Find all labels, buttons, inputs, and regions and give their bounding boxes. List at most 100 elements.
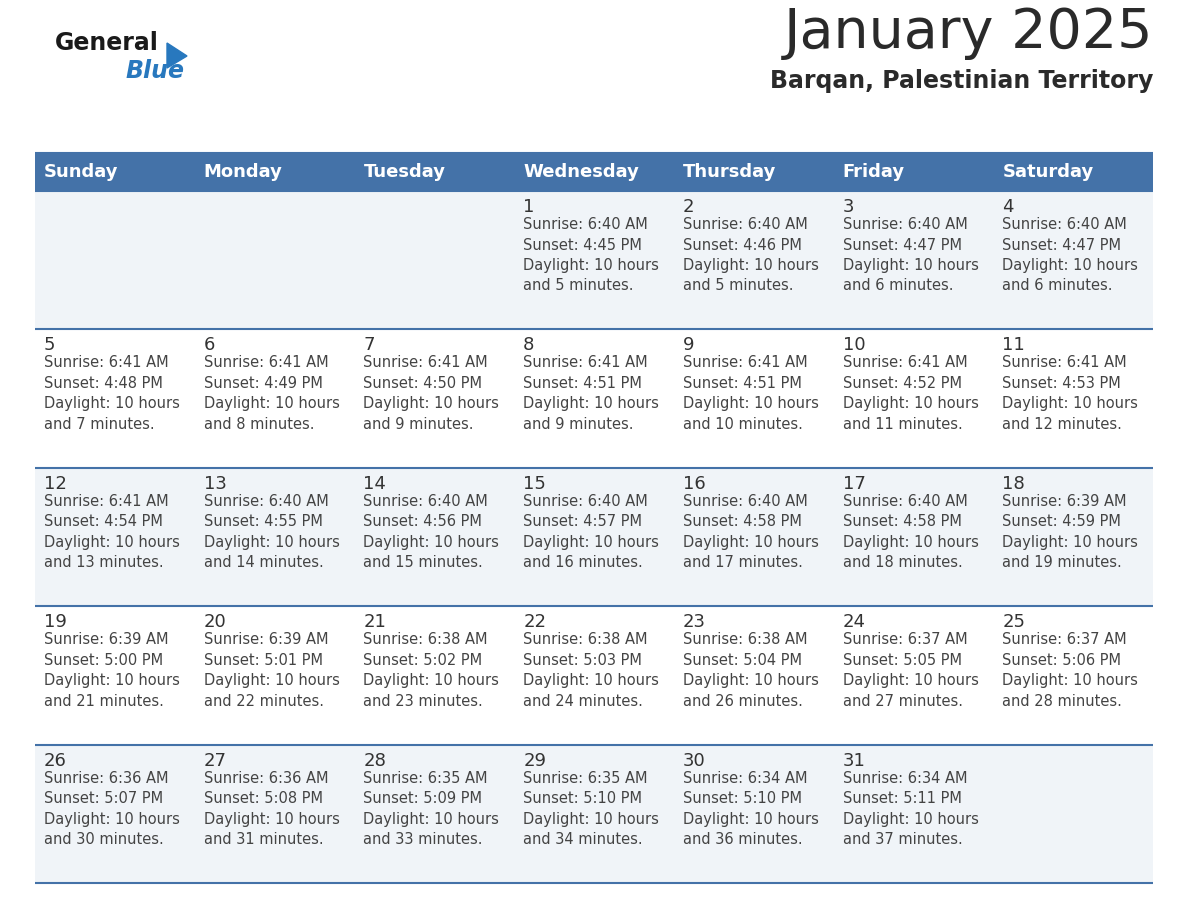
Text: Daylight: 10 hours: Daylight: 10 hours xyxy=(1003,258,1138,273)
Text: Sunset: 4:53 PM: Sunset: 4:53 PM xyxy=(1003,375,1121,391)
Text: Daylight: 10 hours: Daylight: 10 hours xyxy=(683,258,819,273)
Text: Sunset: 5:07 PM: Sunset: 5:07 PM xyxy=(44,791,163,806)
Text: 27: 27 xyxy=(203,752,227,769)
Text: 30: 30 xyxy=(683,752,706,769)
Text: Sunrise: 6:40 AM: Sunrise: 6:40 AM xyxy=(203,494,328,509)
Bar xyxy=(34,330,1154,468)
Text: Daylight: 10 hours: Daylight: 10 hours xyxy=(523,673,659,688)
Text: Sunset: 4:51 PM: Sunset: 4:51 PM xyxy=(523,375,642,391)
Text: Daylight: 10 hours: Daylight: 10 hours xyxy=(364,673,499,688)
Text: Daylight: 10 hours: Daylight: 10 hours xyxy=(842,258,979,273)
Text: 3: 3 xyxy=(842,198,854,216)
Polygon shape xyxy=(168,43,187,68)
Text: 6: 6 xyxy=(203,336,215,354)
Text: Sunrise: 6:41 AM: Sunrise: 6:41 AM xyxy=(203,355,328,370)
Text: Daylight: 10 hours: Daylight: 10 hours xyxy=(364,397,499,411)
Text: Sunset: 5:06 PM: Sunset: 5:06 PM xyxy=(1003,653,1121,667)
Text: Daylight: 10 hours: Daylight: 10 hours xyxy=(523,258,659,273)
Text: Sunrise: 6:37 AM: Sunrise: 6:37 AM xyxy=(1003,633,1127,647)
Text: General: General xyxy=(55,31,159,55)
Text: Sunset: 5:11 PM: Sunset: 5:11 PM xyxy=(842,791,961,806)
Text: Sunset: 4:47 PM: Sunset: 4:47 PM xyxy=(842,238,961,252)
Text: and 16 minutes.: and 16 minutes. xyxy=(523,555,643,570)
Bar xyxy=(34,191,1154,330)
Text: 2: 2 xyxy=(683,198,694,216)
Text: Daylight: 10 hours: Daylight: 10 hours xyxy=(842,535,979,550)
Text: and 18 minutes.: and 18 minutes. xyxy=(842,555,962,570)
Text: Sunset: 4:51 PM: Sunset: 4:51 PM xyxy=(683,375,802,391)
Text: and 33 minutes.: and 33 minutes. xyxy=(364,832,484,847)
Text: Daylight: 10 hours: Daylight: 10 hours xyxy=(842,812,979,826)
Text: Sunset: 4:45 PM: Sunset: 4:45 PM xyxy=(523,238,642,252)
Text: Sunrise: 6:36 AM: Sunrise: 6:36 AM xyxy=(203,770,328,786)
Text: Daylight: 10 hours: Daylight: 10 hours xyxy=(203,397,340,411)
Text: Sunset: 5:00 PM: Sunset: 5:00 PM xyxy=(44,653,163,667)
Text: and 36 minutes.: and 36 minutes. xyxy=(683,832,802,847)
Text: Sunset: 5:05 PM: Sunset: 5:05 PM xyxy=(842,653,961,667)
Text: and 34 minutes.: and 34 minutes. xyxy=(523,832,643,847)
Text: Wednesday: Wednesday xyxy=(523,163,639,181)
Text: Thursday: Thursday xyxy=(683,163,776,181)
Text: and 7 minutes.: and 7 minutes. xyxy=(44,417,154,431)
Text: Monday: Monday xyxy=(203,163,283,181)
Text: 18: 18 xyxy=(1003,475,1025,493)
Text: and 28 minutes.: and 28 minutes. xyxy=(1003,694,1123,709)
Text: and 9 minutes.: and 9 minutes. xyxy=(523,417,633,431)
Text: and 9 minutes.: and 9 minutes. xyxy=(364,417,474,431)
Text: Sunset: 5:09 PM: Sunset: 5:09 PM xyxy=(364,791,482,806)
Text: 23: 23 xyxy=(683,613,706,632)
Text: Sunrise: 6:38 AM: Sunrise: 6:38 AM xyxy=(683,633,808,647)
Text: and 19 minutes.: and 19 minutes. xyxy=(1003,555,1121,570)
Text: and 17 minutes.: and 17 minutes. xyxy=(683,555,803,570)
Text: Sunrise: 6:35 AM: Sunrise: 6:35 AM xyxy=(364,770,488,786)
Text: Daylight: 10 hours: Daylight: 10 hours xyxy=(842,397,979,411)
Text: 24: 24 xyxy=(842,613,866,632)
Text: 11: 11 xyxy=(1003,336,1025,354)
Text: and 14 minutes.: and 14 minutes. xyxy=(203,555,323,570)
Text: Sunrise: 6:34 AM: Sunrise: 6:34 AM xyxy=(842,770,967,786)
Text: and 37 minutes.: and 37 minutes. xyxy=(842,832,962,847)
Text: Sunset: 5:10 PM: Sunset: 5:10 PM xyxy=(683,791,802,806)
Text: 19: 19 xyxy=(44,613,67,632)
Text: and 30 minutes.: and 30 minutes. xyxy=(44,832,164,847)
Text: Sunrise: 6:40 AM: Sunrise: 6:40 AM xyxy=(683,494,808,509)
Text: and 11 minutes.: and 11 minutes. xyxy=(842,417,962,431)
Text: Sunset: 4:54 PM: Sunset: 4:54 PM xyxy=(44,514,163,530)
Text: Sunset: 4:55 PM: Sunset: 4:55 PM xyxy=(203,514,323,530)
Text: Daylight: 10 hours: Daylight: 10 hours xyxy=(44,535,179,550)
Text: Sunrise: 6:40 AM: Sunrise: 6:40 AM xyxy=(523,494,647,509)
Text: 21: 21 xyxy=(364,613,386,632)
Text: Saturday: Saturday xyxy=(1003,163,1093,181)
Text: Sunrise: 6:40 AM: Sunrise: 6:40 AM xyxy=(842,217,967,232)
Text: 16: 16 xyxy=(683,475,706,493)
Text: and 31 minutes.: and 31 minutes. xyxy=(203,832,323,847)
Text: and 24 minutes.: and 24 minutes. xyxy=(523,694,643,709)
Text: Daylight: 10 hours: Daylight: 10 hours xyxy=(1003,673,1138,688)
Text: Sunrise: 6:40 AM: Sunrise: 6:40 AM xyxy=(842,494,967,509)
Text: and 26 minutes.: and 26 minutes. xyxy=(683,694,803,709)
Text: January 2025: January 2025 xyxy=(784,6,1154,60)
Text: Sunrise: 6:36 AM: Sunrise: 6:36 AM xyxy=(44,770,169,786)
Text: and 5 minutes.: and 5 minutes. xyxy=(523,278,633,294)
Text: Sunset: 4:52 PM: Sunset: 4:52 PM xyxy=(842,375,961,391)
Text: 10: 10 xyxy=(842,336,865,354)
Text: Sunset: 4:50 PM: Sunset: 4:50 PM xyxy=(364,375,482,391)
Text: Sunset: 4:46 PM: Sunset: 4:46 PM xyxy=(683,238,802,252)
Text: 28: 28 xyxy=(364,752,386,769)
Text: 1: 1 xyxy=(523,198,535,216)
Text: and 15 minutes.: and 15 minutes. xyxy=(364,555,484,570)
Bar xyxy=(34,468,1154,606)
Text: 9: 9 xyxy=(683,336,694,354)
Text: 31: 31 xyxy=(842,752,865,769)
Text: 14: 14 xyxy=(364,475,386,493)
Text: 12: 12 xyxy=(44,475,67,493)
Text: and 13 minutes.: and 13 minutes. xyxy=(44,555,164,570)
Text: Daylight: 10 hours: Daylight: 10 hours xyxy=(364,535,499,550)
Text: Sunset: 4:56 PM: Sunset: 4:56 PM xyxy=(364,514,482,530)
Text: Daylight: 10 hours: Daylight: 10 hours xyxy=(44,812,179,826)
Text: Tuesday: Tuesday xyxy=(364,163,446,181)
Text: Daylight: 10 hours: Daylight: 10 hours xyxy=(203,812,340,826)
Text: Daylight: 10 hours: Daylight: 10 hours xyxy=(364,812,499,826)
Text: and 21 minutes.: and 21 minutes. xyxy=(44,694,164,709)
Text: Daylight: 10 hours: Daylight: 10 hours xyxy=(683,535,819,550)
